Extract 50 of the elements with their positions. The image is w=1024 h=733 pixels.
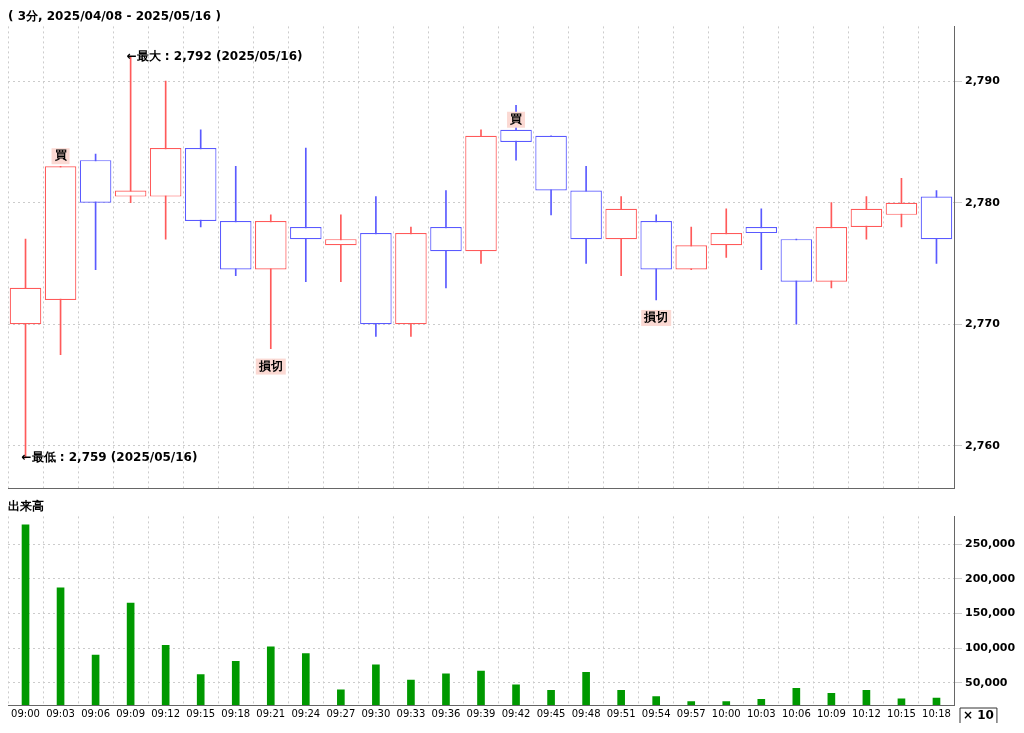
x-tick-label: 09:30	[361, 707, 391, 719]
candlestick	[710, 208, 743, 258]
x-tick-label: 09:33	[396, 707, 426, 719]
x-tick-label: 09:39	[466, 707, 496, 719]
candlestick	[290, 147, 322, 283]
x-tick-label: 09:24	[291, 707, 321, 719]
x-tick-label: 09:27	[326, 707, 356, 719]
candlestick	[430, 190, 462, 289]
y-tick-label: 250,000	[965, 536, 1016, 550]
x-tick-label: 09:03	[46, 707, 75, 719]
x-tick-label: 09:48	[571, 707, 601, 719]
x-tick-label: 09:06	[81, 707, 111, 719]
x-tick-label: 09:00	[11, 707, 40, 719]
x-tick-label: 09:15	[186, 707, 216, 719]
x-tick-label: 10:18	[922, 707, 951, 719]
y-axis-title: × 10	[963, 708, 994, 723]
annotation: ←最大 : 2,792 (2025/05/16)	[126, 48, 303, 63]
y-tick-label: 2,780	[965, 195, 1001, 209]
chart-title: 出来高	[8, 499, 44, 514]
y-tick-label: 50,000	[965, 675, 1008, 689]
y-tick-label: 200,000	[965, 571, 1016, 585]
x-tick-label: 09:18	[221, 707, 251, 719]
x-tick-label: 09:42	[501, 707, 531, 719]
y-tick-label: 100,000	[965, 641, 1016, 654]
x-tick-label: 09:12	[151, 707, 181, 719]
x-tick-label: 09:45	[536, 707, 566, 719]
annotation: 買	[53, 148, 67, 163]
x-tick-label: 09:21	[256, 707, 286, 719]
candlestick	[745, 208, 778, 270]
x-tick-label: 10:00	[711, 707, 741, 719]
y-tick-label: 2,760	[965, 438, 1001, 452]
candlestick	[325, 214, 357, 283]
x-tick-label: 09:51	[606, 707, 636, 719]
annotation: 損切	[257, 358, 283, 373]
x-tick-label: 09:36	[431, 707, 461, 719]
annotation: 損切	[643, 310, 669, 325]
x-tick-label: 09:57	[676, 707, 706, 719]
x-tick-label: 10:15	[887, 707, 916, 719]
chart-title: ( 3分, 2025/04/08 - 2025/05/16 )	[8, 9, 221, 24]
x-tick-label: 09:09	[116, 707, 146, 719]
annotation: 買	[509, 111, 523, 126]
x-tick-label: 09:54	[641, 707, 671, 719]
x-tick-label: 10:06	[781, 707, 811, 719]
y-tick-label: 150,000	[965, 606, 1016, 620]
x-tick-label: 10:03	[746, 707, 776, 719]
x-tick-label: 10:12	[851, 707, 881, 719]
x-tick-label: 10:09	[816, 707, 846, 719]
y-tick-label: 2,770	[965, 317, 1001, 331]
annotation: ←最低 : 2,759 (2025/05/16)	[21, 450, 198, 465]
y-tick-label: 2,790	[965, 73, 1001, 87]
